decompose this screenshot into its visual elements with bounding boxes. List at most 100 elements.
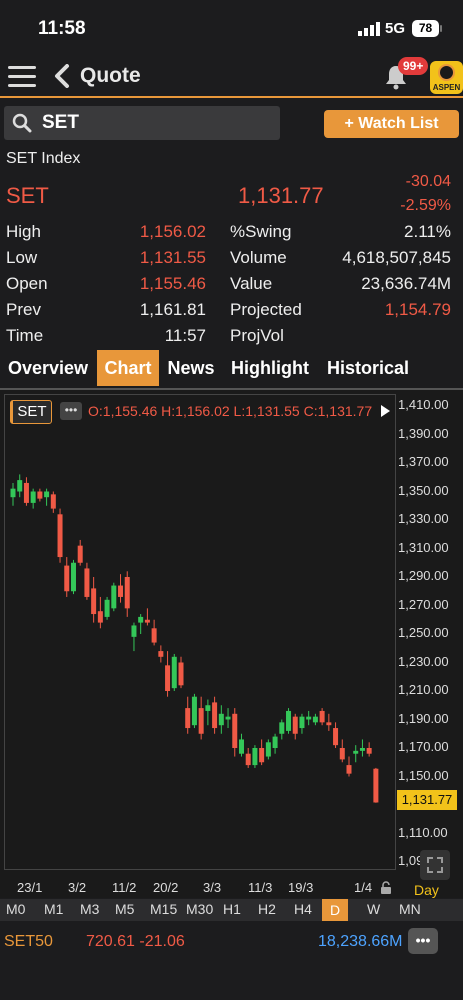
watch-list-button[interactable]: + Watch List	[324, 110, 459, 138]
candle	[138, 614, 144, 634]
index-name: SET Index	[6, 150, 81, 167]
quote-row: Time 11:57 ProjVol	[0, 326, 463, 352]
interval-label[interactable]: Day	[414, 882, 439, 898]
timeframe-h2[interactable]: H2	[258, 901, 276, 917]
tab-news[interactable]: News	[167, 358, 215, 378]
candle	[319, 708, 325, 726]
candle	[232, 708, 238, 757]
candle	[23, 477, 29, 506]
candle	[84, 562, 90, 600]
candlestick-chart[interactable]	[4, 394, 396, 870]
timeframe-m1[interactable]: M1	[44, 901, 64, 917]
y-tick-label: 1,410.00	[398, 397, 449, 412]
candle-body	[23, 482, 29, 503]
candle	[238, 733, 244, 757]
y-tick-label: 1,110.00	[398, 824, 448, 840]
timeframe-m3[interactable]: M3	[80, 901, 100, 917]
lock-icon[interactable]	[380, 881, 392, 894]
timeframe-m5[interactable]: M5	[115, 901, 135, 917]
ticker-more-button[interactable]: •••	[408, 928, 438, 954]
y-tick-label: 1,370.00	[398, 454, 449, 469]
tab-chart[interactable]: Chart	[97, 350, 159, 386]
candle-body	[346, 765, 352, 774]
quote-label: Projected	[230, 300, 302, 319]
timeframe-h4[interactable]: H4	[294, 901, 312, 917]
candle	[10, 482, 16, 506]
candle	[373, 767, 379, 803]
candle-body	[232, 713, 238, 748]
candle	[77, 539, 83, 566]
candle-body	[191, 696, 197, 726]
candle	[158, 645, 164, 663]
candle-body	[138, 616, 144, 623]
timeframe-m0[interactable]: M0	[6, 901, 26, 917]
candle-body	[326, 722, 332, 726]
search-value: SET	[42, 112, 79, 133]
tab-historical[interactable]: Historical	[326, 358, 410, 378]
candle	[326, 713, 332, 731]
chart-panel[interactable]: SET ••• O:1,155.46 H:1,156.02 L:1,131.55…	[0, 388, 463, 898]
candle-body	[366, 748, 372, 754]
quote-value: 1,155.46	[139, 274, 206, 293]
y-tick-label: 1,230.00	[398, 653, 449, 669]
candle-body	[91, 588, 97, 615]
timeframe-mn[interactable]: MN	[399, 901, 421, 917]
candle-body	[124, 577, 130, 609]
candle-body	[165, 665, 171, 691]
candle	[346, 756, 352, 777]
candle-body	[205, 705, 211, 711]
candle	[64, 557, 70, 597]
candle-body	[104, 599, 110, 617]
last-price-marker: 1,131.77	[397, 790, 457, 810]
aspen-logo[interactable]: ASPEN	[430, 61, 463, 94]
quote-value: 1,154.79	[384, 300, 451, 319]
timeframe-m30[interactable]: M30	[186, 901, 214, 917]
quote-label: Low	[6, 248, 38, 267]
quote-value: 1,161.81	[139, 300, 206, 319]
candle-body	[339, 748, 345, 760]
candle-body	[299, 716, 305, 729]
y-tick-label: 1,350.00	[398, 482, 449, 498]
back-chevron-icon[interactable]	[52, 64, 72, 88]
timeframe-w[interactable]: W	[367, 901, 381, 917]
candle-body	[10, 488, 16, 498]
x-tick-label: 11/3	[248, 880, 273, 895]
price-change: -30.04	[405, 173, 451, 190]
tab-overview[interactable]: Overview	[7, 358, 89, 378]
candle-body	[17, 480, 23, 492]
candle-body	[64, 565, 70, 592]
candle-body	[272, 736, 278, 748]
x-tick-label: 3/3	[203, 880, 222, 895]
chevron-right-icon[interactable]	[376, 400, 394, 422]
timeframe-h1[interactable]: H1	[223, 901, 241, 917]
quote-label: ProjVol	[230, 326, 284, 345]
chart-more-button[interactable]: •••	[60, 402, 82, 420]
candle-body	[57, 514, 63, 558]
tab-highlight[interactable]: Highlight	[231, 358, 309, 378]
timeframe-m15[interactable]: M15	[150, 901, 178, 917]
candle-body	[111, 585, 117, 609]
menu-icon[interactable]	[8, 66, 36, 88]
bottom-ticker[interactable]: SET50 720.61 -21.06 18,238.66M •••	[0, 924, 463, 960]
quote-label: %Swing	[230, 222, 292, 241]
candle-body	[212, 702, 218, 729]
candle	[306, 710, 312, 726]
timeframe-d[interactable]: D	[322, 899, 349, 921]
y-tick-label: 1,150.00	[398, 767, 449, 783]
candle	[111, 582, 117, 612]
y-tick-label: 1,270.00	[398, 596, 449, 612]
candle	[339, 739, 345, 763]
candle-body	[286, 710, 292, 731]
candle	[44, 488, 50, 506]
nav-bar: Quote 99+ ASPEN	[0, 56, 463, 98]
candle	[144, 608, 150, 626]
price-change-percent: -2.59%	[400, 197, 451, 214]
candle-body	[158, 651, 164, 657]
quote-value: 4,618,507,845	[342, 248, 451, 267]
battery-icon: 78	[412, 20, 439, 37]
search-input[interactable]: SET	[4, 106, 280, 140]
candle	[245, 748, 251, 768]
candle	[191, 693, 197, 729]
expand-icon[interactable]	[420, 850, 450, 880]
chart-symbol-chip[interactable]: SET	[10, 400, 52, 424]
